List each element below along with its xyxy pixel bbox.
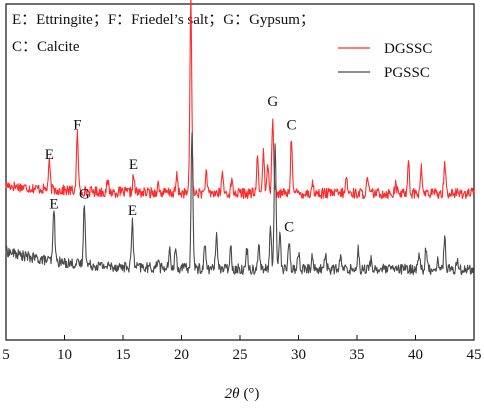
x-tick-label: 10 [57, 347, 72, 363]
peak-label: E [128, 203, 137, 219]
series-line-dgssc [5, 0, 475, 200]
x-axis-ticks: 5 10 15 20 25 30 35 40 45 [2, 335, 482, 363]
x-axis-label-symbol: 2θ [225, 386, 241, 402]
x-tick-label: 30 [291, 347, 306, 363]
peak-label: G [79, 187, 90, 203]
series-line-pgssc [5, 132, 475, 276]
x-axis-label: 2θ (°) [225, 386, 260, 402]
phase-key-line-2: C：Calcite [12, 39, 80, 55]
peak-label: E [129, 157, 138, 173]
legend-label-dgssc: DGSSC [384, 41, 432, 57]
legend: DGSSC PGSSC [338, 41, 432, 81]
x-tick-label: 25 [233, 347, 248, 363]
x-tick-label: 20 [174, 347, 189, 363]
peak-label: E [45, 147, 54, 163]
x-axis-label-unit: (°) [243, 386, 259, 402]
peak-label-layer: EFEGGCEGEC [45, 94, 297, 236]
x-tick-label: 5 [2, 347, 10, 363]
phase-key-line-1: E：Ettringite；F：Friedel’s salt；G：Gypsum； [12, 12, 315, 28]
peak-label: C [286, 117, 296, 133]
peak-label: C [284, 220, 294, 236]
series-layer [5, 0, 475, 276]
peak-label: G [267, 94, 278, 110]
x-tick-label: 40 [408, 347, 423, 363]
x-tick-label: 45 [467, 347, 482, 363]
x-tick-label: 15 [116, 347, 131, 363]
peak-label: E [49, 197, 58, 213]
peak-label: F [73, 117, 81, 133]
x-tick-label: 35 [350, 347, 365, 363]
legend-label-pgssc: PGSSC [384, 65, 430, 81]
